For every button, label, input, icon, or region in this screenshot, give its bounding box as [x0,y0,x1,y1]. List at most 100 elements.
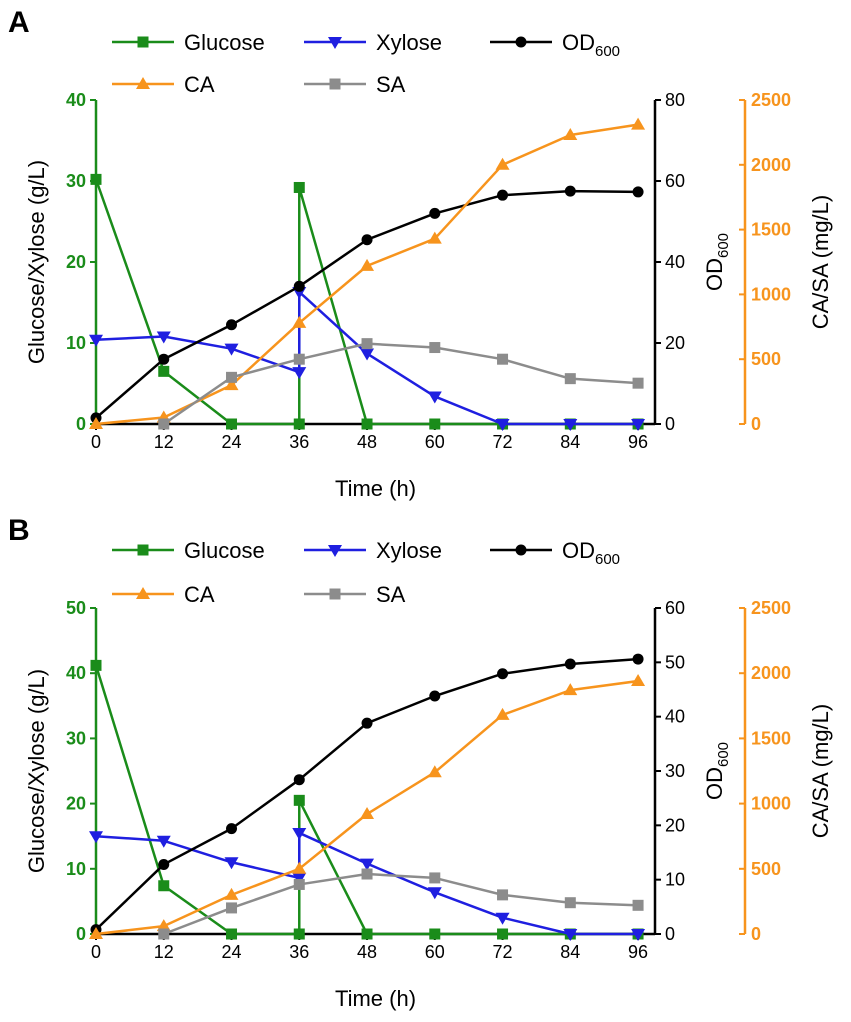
glucose-line [94,178,639,426]
sa-line [163,342,639,426]
sa-point [361,338,373,350]
sa-point [564,897,576,909]
sa-point [632,377,644,389]
legend-label: SA [376,582,406,607]
sa-point [429,872,441,884]
x-tick-label: 84 [560,432,580,452]
glucose-point [158,365,170,377]
od-axis-title-main: OD [702,258,727,291]
od-axis-title: OD600 [702,742,732,800]
od-point [632,653,644,665]
ca-line [95,123,639,426]
legend-label-main: CA [184,72,215,97]
legend-marker [329,588,341,600]
xylose-point [156,835,171,848]
glucose-point [361,928,373,940]
x-axis-title: Time (h) [335,986,416,1011]
od-point [293,280,305,292]
od-point [158,353,170,365]
left-tick-label: 30 [66,171,86,191]
x-tick-label: 96 [628,432,648,452]
od-point [497,189,509,201]
od-tick-label: 0 [665,924,675,944]
legend-marker [329,78,341,90]
xylose-point [224,343,239,356]
series-xylose [89,286,646,431]
ca-point [427,231,442,244]
legend-label-main: SA [376,72,406,97]
xylose-point [292,827,307,840]
xylose-point [224,857,239,870]
legend-xylose: Xylose [304,538,442,563]
ca-point [360,258,375,271]
legend-marker [328,37,342,49]
left-tick-label: 10 [66,333,86,353]
sa-point [226,371,238,383]
xylose-point [89,831,103,844]
glucose-point [158,880,170,892]
series-sa [158,338,644,430]
ca-sa-tick-label: 1500 [751,728,791,748]
ca-sa-tick-label: 1000 [751,794,791,814]
legend-label: OD600 [562,30,620,60]
glucose-point [226,928,238,940]
od-point [429,690,441,702]
left-tick-label: 20 [66,794,86,814]
glucose-point [90,173,102,185]
panel-label: B [8,514,30,547]
legend-label: Xylose [376,538,442,563]
xylose-point [360,858,375,871]
ca-point [495,707,510,720]
ca-sa-tick-label: 1000 [751,284,791,304]
xylose-point [292,367,307,380]
panel-b: B 0 12 24 36 48 60 72 84 96 Time (h) 0 10 20 30 40 50 Glu… [8,514,833,1011]
ca-point [156,919,171,932]
xylose-point [89,334,103,347]
left-axis-title: Glucose/Xylose (g/L) [24,160,49,364]
x-tick-label: 24 [221,942,241,962]
ca-sa-axis-title: CA/SA (mg/L) [808,704,833,838]
ca-point [360,807,375,820]
glucose-point [90,659,102,671]
legend-marker [515,544,527,556]
ca-point [224,378,239,391]
x-tick-label: 36 [289,432,309,452]
od-point [361,234,373,246]
legend-ca: CA [112,72,215,97]
sa-point [226,902,238,914]
od-tick-label: 60 [665,598,685,618]
od-point [361,717,373,729]
glucose-line [94,665,639,936]
od-tick-label: 60 [665,171,685,191]
legend-marker [137,36,149,48]
legend-marker [328,545,342,557]
legend-sa: SA [304,72,406,97]
sa-point [564,373,576,385]
left-tick-label: 40 [66,90,86,110]
legend-label: Glucose [184,30,265,55]
series-ca [89,117,646,429]
legend-label-main: OD [562,30,595,55]
legend-label-main: Xylose [376,538,442,563]
legend-glucose: Glucose [112,538,265,563]
legend-label: Glucose [184,538,265,563]
sa-point [429,342,441,354]
ca-sa-tick-label: 500 [751,859,781,879]
legend-label-main: OD [562,538,595,563]
series-od [90,653,644,936]
xylose-point [563,929,578,941]
sa-point [361,868,373,880]
od-tick-label: 20 [665,333,685,353]
ca-point [89,417,103,429]
series-ca [89,674,646,939]
ca-sa-tick-label: 2500 [751,90,791,110]
ca-sa-tick-label: 2500 [751,598,791,618]
od-point [158,858,170,870]
od-tick-label: 30 [665,761,685,781]
xylose-point [360,348,375,361]
od-axis-title-sub: 600 [715,742,732,767]
od-point [293,774,305,786]
ca-sa-axis-title: CA/SA (mg/L) [808,195,833,329]
od-point [564,658,576,670]
xylose-point [495,419,510,431]
